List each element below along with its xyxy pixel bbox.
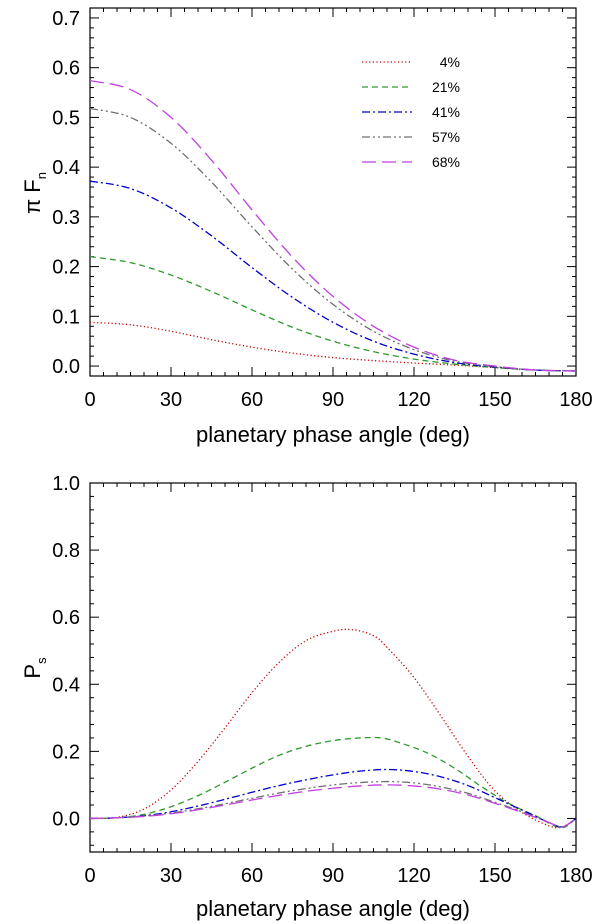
panel-top-ylabel-sub: n bbox=[34, 172, 49, 179]
panel-bottom-series-4pct bbox=[90, 628, 576, 829]
panel-bottom-ylabel-main: P bbox=[20, 664, 45, 679]
panel-bottom-xtick-label: 150 bbox=[478, 865, 511, 887]
legend-label-4pct: 4% bbox=[440, 54, 460, 70]
legend-label-21pct: 21% bbox=[432, 79, 460, 95]
panel-top-flux: planetary phase angle (deg) π Fn 0 30 60 90… bbox=[20, 7, 593, 447]
panel-top-ytick-label: 0.2 bbox=[52, 257, 80, 279]
panel-bottom-ytick-label: 0.4 bbox=[52, 674, 80, 696]
panel-top-xtick-label: 120 bbox=[397, 389, 430, 411]
panel-bottom-ytick-label: 0.2 bbox=[52, 741, 80, 763]
panel-top-ytick-label: 0.7 bbox=[52, 8, 80, 30]
panel-bottom-ytick-label: 0.8 bbox=[52, 540, 80, 562]
panel-bottom-xtick-label: 120 bbox=[397, 865, 430, 887]
panel-top-ytick-label: 0.0 bbox=[52, 356, 80, 378]
panel-bottom-xlabel: planetary phase angle (deg) bbox=[196, 896, 470, 921]
panel-top-xtick-label: 90 bbox=[322, 389, 344, 411]
panel-top-xtick-label: 30 bbox=[160, 389, 182, 411]
legend-label-57pct: 57% bbox=[432, 129, 460, 145]
panel-top-ytick-label: 0.5 bbox=[52, 107, 80, 129]
legend-label-41pct: 41% bbox=[432, 104, 460, 120]
panel-bottom-series-57pct bbox=[90, 780, 576, 828]
panel-top-ytick-label: 0.6 bbox=[52, 58, 80, 80]
panel-bottom-ylabel-sub: s bbox=[34, 657, 49, 664]
panel-bottom-polarization: planetary phase angle (deg) Ps 0 30 60 90 12… bbox=[20, 473, 593, 921]
panel-bottom-ytick-label: 1.0 bbox=[52, 473, 80, 495]
panel-top-ytick-label: 0.4 bbox=[52, 157, 80, 179]
panel-top-ylabel: π Fn bbox=[20, 172, 49, 214]
panel-bottom-xtick-label: 60 bbox=[241, 865, 263, 887]
panel-bottom-ylabel: Ps bbox=[20, 657, 49, 679]
panel-top-xtick-label: 180 bbox=[559, 389, 592, 411]
panel-top-series-68pct bbox=[90, 79, 576, 372]
panel-bottom-xtick-label: 180 bbox=[559, 865, 592, 887]
panel-top-xtick-label: 0 bbox=[84, 389, 95, 411]
panel-top-frame bbox=[89, 7, 577, 377]
panel-bottom-series-68pct bbox=[90, 784, 576, 828]
panel-bottom-series-41pct bbox=[90, 768, 576, 828]
panel-top-xtick-label: 60 bbox=[241, 389, 263, 411]
panel-top-series-4pct bbox=[90, 321, 576, 372]
panel-top-series-57pct bbox=[90, 107, 576, 372]
legend-label-68pct: 68% bbox=[432, 154, 460, 170]
panel-top-ytick-label: 0.1 bbox=[52, 306, 80, 328]
panel-top-ytick-label: 0.3 bbox=[52, 207, 80, 229]
panel-bottom-ytick-label: 0.0 bbox=[52, 808, 80, 830]
panel-bottom-xtick-label: 30 bbox=[160, 865, 182, 887]
panel-bottom-xtick-label: 90 bbox=[322, 865, 344, 887]
panel-top-series-21pct bbox=[90, 256, 576, 372]
panel-top-ylabel-main: π F bbox=[20, 179, 45, 214]
panel-top-series-41pct bbox=[90, 180, 576, 372]
panel-bottom-frame bbox=[89, 482, 577, 853]
panel-top-xtick-label: 150 bbox=[478, 389, 511, 411]
panel-bottom-xtick-label: 0 bbox=[84, 865, 95, 887]
panel-bottom-ytick-label: 0.6 bbox=[52, 607, 80, 629]
panel-top-xlabel: planetary phase angle (deg) bbox=[196, 422, 470, 447]
panel-bottom-series-21pct bbox=[90, 736, 576, 829]
